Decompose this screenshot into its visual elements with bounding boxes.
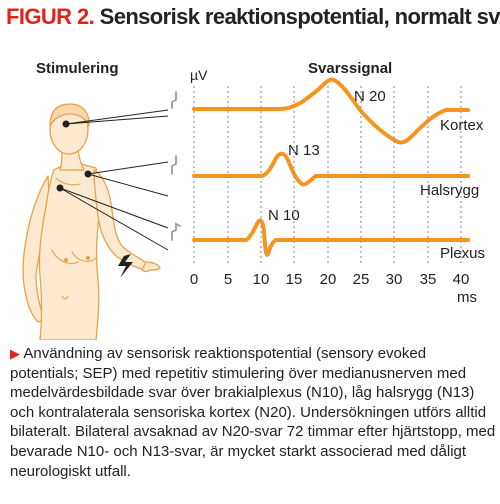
calibration-marker-plexus [171,222,181,241]
trace-label-kortex: Kortex [440,117,484,134]
trace-label-halsrygg: Halsrygg [420,182,479,199]
body-details [51,177,97,300]
x-tick-30: 30 [386,271,403,288]
figure-title-text: Sensorisk reaktionspotential, normalt sv… [99,4,500,29]
signal-traces [192,77,470,257]
trace-label-plexus: Plexus [440,245,485,262]
trace-kortex [192,77,470,145]
trace-plexus [192,218,470,257]
peak-label-n10: N 10 [268,207,300,224]
electrode-leader-lines [59,109,169,251]
calibration-marker-neck [171,155,177,175]
peak-label-n13: N 13 [288,142,320,159]
x-axis-ticks: 0 5 10 15 20 25 30 35 40 [190,271,470,288]
x-tick-15: 15 [286,271,303,288]
x-tick-35: 35 [420,271,437,288]
stimulation-heading: Stimulering [36,60,119,77]
x-tick-5: 5 [224,271,232,288]
figure-caption: ▶ Användning av sensorisk reaktionspoten… [10,344,496,481]
x-tick-20: 20 [320,271,337,288]
calibration-markers [171,91,181,241]
peak-label-n20: N 20 [354,88,386,105]
trace-halsrygg [192,151,470,187]
x-tick-25: 25 [353,271,370,288]
figure-title: FIGUR 2. Sensorisk reaktionspotential, n… [6,4,500,30]
caption-marker-icon: ▶ [10,346,20,361]
caption-text: Användning av sensorisk reaktionspotenti… [10,345,496,480]
x-tick-0: 0 [190,271,198,288]
time-grid-lines [193,86,462,266]
response-signal-heading: Svarssignal [308,60,392,77]
human-figure-illustration [22,103,161,340]
x-tick-10: 10 [253,271,270,288]
x-tick-40: 40 [453,271,470,288]
sep-figure: Stimulering Svarssignal µV [22,60,485,340]
calibration-marker-cortex [171,91,177,109]
x-unit-label: ms [457,289,477,306]
y-unit-label: µV [190,67,208,83]
stimulation-bolt-icon [118,254,133,278]
figure-label: FIGUR 2. [6,4,95,29]
